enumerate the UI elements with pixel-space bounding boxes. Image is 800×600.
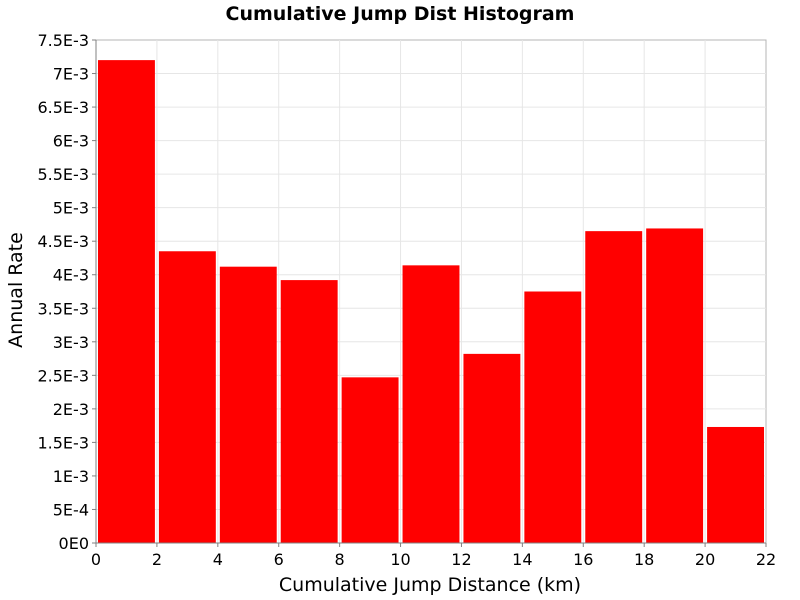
y-tick-label: 4.5E-3 (37, 232, 89, 251)
histogram-bar (219, 266, 277, 543)
histogram-bar (524, 291, 582, 543)
y-tick-label: 5.5E-3 (37, 165, 89, 184)
y-tick-label: 2.5E-3 (37, 366, 89, 385)
y-tick-label: 6.5E-3 (37, 98, 89, 117)
x-tick-label: 6 (274, 550, 284, 569)
x-tick-label: 4 (213, 550, 223, 569)
bars (98, 60, 764, 544)
y-tick-label: 6E-3 (53, 132, 89, 151)
x-tick-label: 22 (756, 550, 776, 569)
y-tick-label: 7E-3 (53, 65, 89, 84)
y-tick-label: 1.5E-3 (37, 433, 89, 452)
y-axis-label: Annual Rate (5, 232, 27, 348)
axes (95, 40, 766, 544)
histogram-bar (158, 251, 216, 543)
y-tick-label: 2E-3 (53, 400, 89, 419)
histogram-bar (707, 426, 764, 543)
histogram-bar (98, 60, 155, 544)
x-tick-label: 8 (335, 550, 345, 569)
x-tick-label: 0 (91, 550, 101, 569)
y-tick-label: 5E-4 (53, 500, 89, 519)
y-tick-label: 4E-3 (53, 266, 89, 285)
x-tick-label: 16 (573, 550, 593, 569)
x-axis-label: Cumulative Jump Distance (km) (279, 574, 581, 596)
histogram-bar (463, 353, 521, 543)
chart-title: Cumulative Jump Dist Histogram (226, 3, 575, 25)
y-tick-label: 0E0 (59, 534, 89, 553)
x-tick-label: 12 (451, 550, 471, 569)
y-axis-ticks: 0E0 5E-4 1E-3 1.5E-3 2E-3 2.5E-3 3E-3 3.5E-3 4E-… (37, 31, 96, 553)
histogram-bar (585, 231, 643, 543)
y-tick-label: 5E-3 (53, 199, 89, 218)
y-tick-label: 3.5E-3 (37, 299, 89, 318)
histogram-bar (341, 377, 399, 543)
x-tick-label: 20 (695, 550, 715, 569)
y-tick-label: 7.5E-3 (37, 31, 89, 50)
x-tick-label: 2 (152, 550, 162, 569)
y-tick-label: 3E-3 (53, 333, 89, 352)
y-tick-label: 1E-3 (53, 467, 89, 486)
x-axis-ticks: 0 2 4 6 8 10 12 14 16 18 20 22 (91, 543, 776, 569)
histogram-bar (646, 228, 704, 543)
x-tick-label: 18 (634, 550, 654, 569)
x-tick-label: 10 (390, 550, 410, 569)
x-tick-label: 14 (512, 550, 532, 569)
histogram-bar (402, 265, 460, 543)
histogram-bar (280, 280, 338, 543)
